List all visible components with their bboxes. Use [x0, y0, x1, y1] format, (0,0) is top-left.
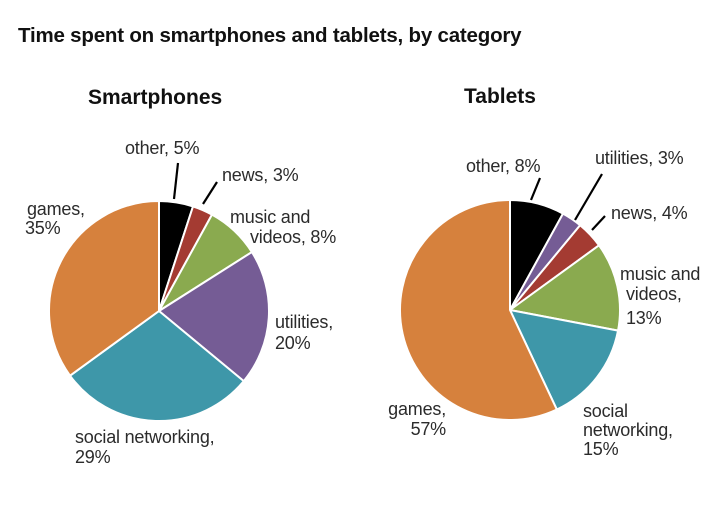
label-tablets-news: news, 4% — [611, 203, 688, 223]
pie-slice-games — [48, 200, 160, 377]
label-smartphones-games-line2: 35% — [25, 218, 61, 238]
label-tablets-games-line1: games, — [388, 399, 446, 419]
label-tablets-music-line2: videos, — [626, 284, 682, 304]
leader-line-tablets-other — [529, 177, 542, 201]
label-smartphones-music-line1: music and — [230, 207, 311, 227]
pie-slice-social-networking — [69, 310, 245, 423]
label-smartphones-games-line1: games, — [27, 199, 85, 219]
pie-slice-utilities — [158, 251, 270, 383]
label-tablets-other: other, 8% — [466, 156, 541, 176]
smartphones-pie-title: Smartphones — [88, 86, 223, 109]
label-tablets-social-line2: networking, — [583, 420, 673, 440]
tablets-pie-title: Tablets — [464, 85, 536, 108]
label-smartphones-news: news, 3% — [222, 165, 299, 185]
label-smartphones-utilities-line2: 20% — [275, 333, 311, 353]
pie-slice-social-networking — [509, 309, 620, 411]
label-tablets-social-line3: 15% — [583, 439, 619, 459]
label-smartphones-music-line2: videos, 8% — [250, 227, 337, 247]
label-tablets-music-line1: music and — [620, 264, 701, 284]
label-tablets-social-line1: social — [583, 401, 628, 421]
label-tablets-games-line2: 57% — [410, 419, 447, 439]
label-smartphones-social-line1: social networking, — [75, 427, 215, 447]
label-tablets-music-line3: 13% — [626, 308, 662, 328]
label-smartphones-other: other, 5% — [125, 138, 200, 158]
smartphones-pie-chart — [48, 200, 270, 423]
pie-slice-music-and-videos — [509, 244, 621, 332]
figure-title: Time spent on smartphones and tablets, b… — [18, 24, 522, 47]
tablets-pie-chart — [399, 199, 621, 421]
label-tablets-utilities: utilities, 3% — [595, 148, 684, 168]
label-smartphones-social-line2: 29% — [75, 447, 111, 467]
label-smartphones-utilities-line1: utilities, — [275, 312, 334, 332]
pie-slice-games — [399, 199, 558, 421]
leader-line-smartphones-other — [172, 162, 180, 200]
